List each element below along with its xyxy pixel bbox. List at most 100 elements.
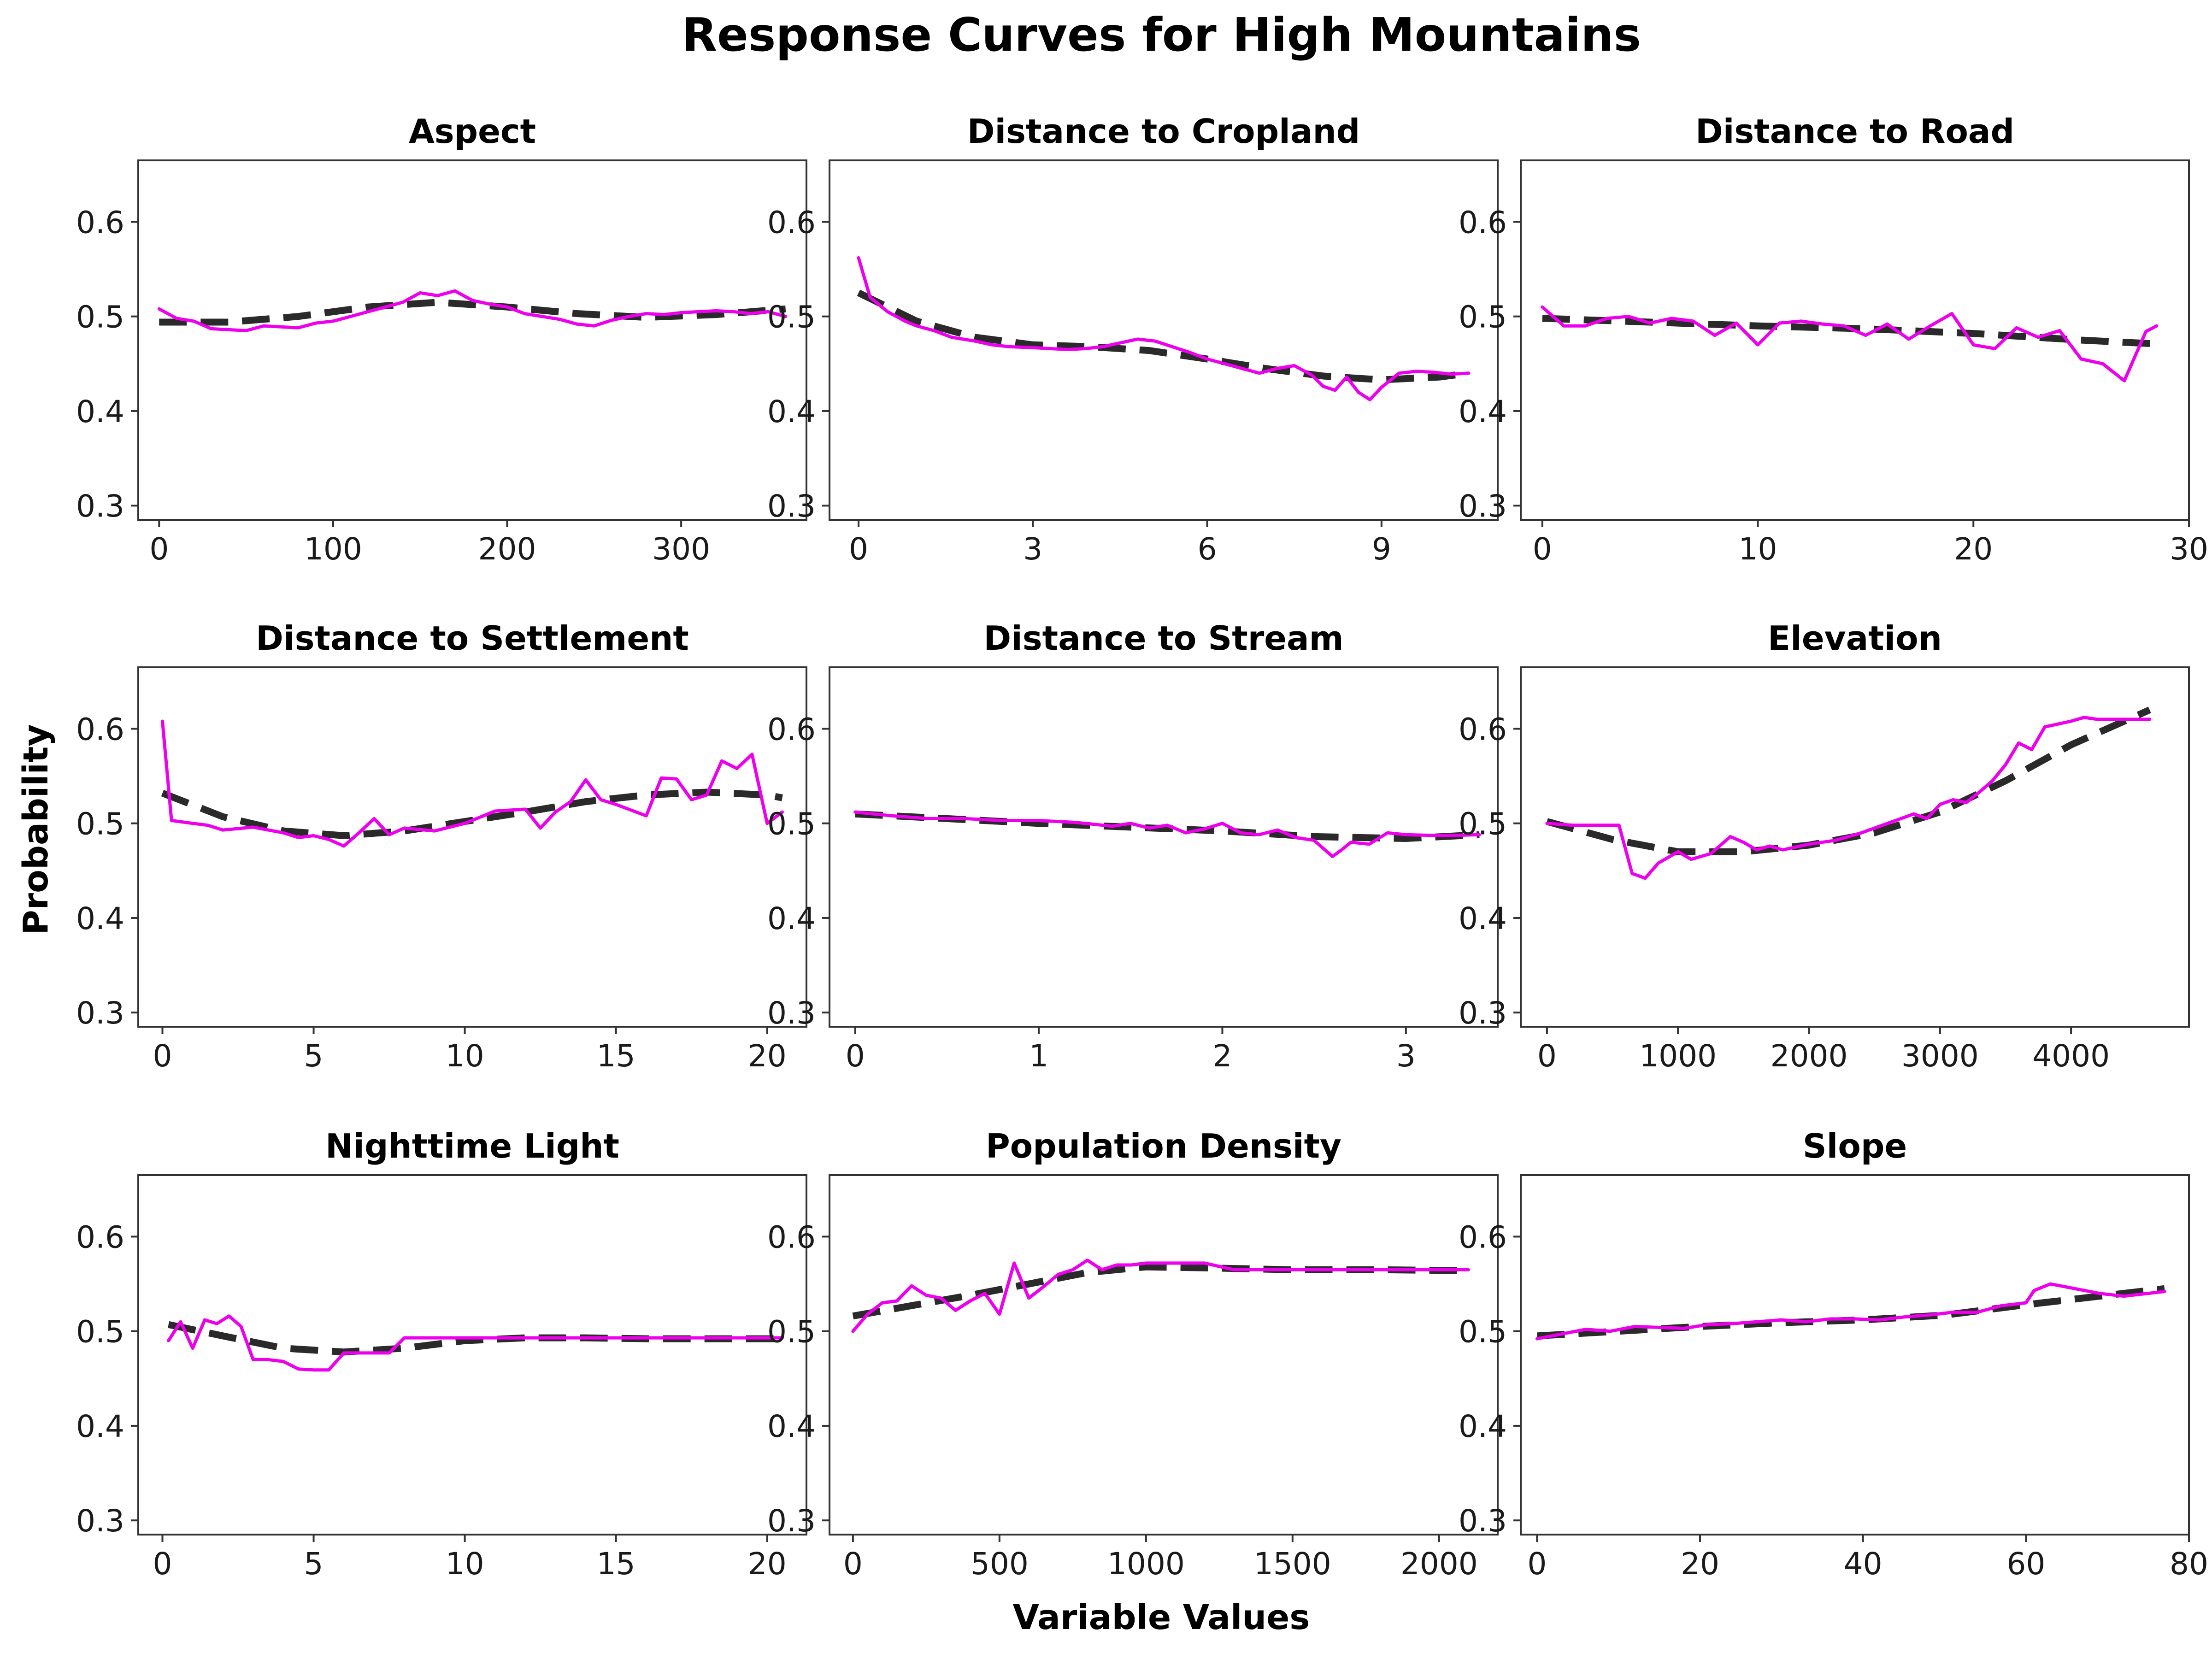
x-tick-label: 5 xyxy=(304,1038,324,1074)
series-group xyxy=(161,719,784,848)
x-tick-label: 20 xyxy=(1954,531,1993,567)
facet-title: Elevation xyxy=(1768,619,1942,658)
y-tick-label: 0.4 xyxy=(1459,394,1507,429)
y-tick-label: 0.3 xyxy=(1459,1503,1507,1539)
empirical-response-line xyxy=(1535,1282,2166,1341)
panel-frame xyxy=(137,666,807,1028)
x-tick-label: 6 xyxy=(1198,531,1217,567)
facet-title: Distance to Cropland xyxy=(967,112,1360,151)
y-tick-label: 0.6 xyxy=(767,1219,816,1255)
y-tick-label: 0.6 xyxy=(76,712,124,747)
panel-frame xyxy=(137,159,807,521)
series-group xyxy=(857,256,1471,401)
x-tick-label: 2000 xyxy=(1400,1546,1478,1582)
y-tick-label: 0.3 xyxy=(1459,488,1507,524)
y-tick-label: 0.5 xyxy=(767,806,816,842)
empirical-response-line xyxy=(167,1314,784,1372)
x-tick-label: 3 xyxy=(1023,531,1042,567)
x-tick-label: 30 xyxy=(2170,531,2208,567)
facet-title: Aspect xyxy=(409,112,536,151)
facet-panel: Elevation 0.3 0.4 0.5 0.6 0 1000 2000 3000 4000 xyxy=(1459,619,2190,1074)
y-tick-label: 0.3 xyxy=(767,488,816,524)
empirical-response-line xyxy=(851,1259,1470,1333)
x-tick-label: 2 xyxy=(1212,1038,1232,1074)
y-tick-label: 0.3 xyxy=(76,995,124,1031)
y-tick-label: 0.4 xyxy=(76,901,124,936)
x-tick-label: 0 xyxy=(846,1038,865,1074)
figure-title: Response Curves for High Mountains xyxy=(682,8,1641,62)
empirical-response-line xyxy=(1541,305,2159,382)
facet-title: Distance to Road xyxy=(1695,112,2014,151)
x-tick-label: 200 xyxy=(478,531,536,567)
y-tick-label: 0.5 xyxy=(767,300,816,335)
x-tick-label: 0 xyxy=(843,1546,863,1582)
x-tick-label: 0 xyxy=(849,531,868,567)
x-tick-label: 20 xyxy=(748,1038,787,1074)
y-tick-label: 0.5 xyxy=(76,1314,124,1350)
facet-title: Population Density xyxy=(986,1127,1341,1165)
x-tick-label: 0 xyxy=(1533,531,1552,567)
series-group xyxy=(1545,706,2152,880)
panel-frame xyxy=(1520,666,2190,1028)
y-tick-label: 0.4 xyxy=(76,1409,124,1444)
x-tick-label: 10 xyxy=(446,1546,484,1582)
facet-panel: Distance to Stream 0.3 0.4 0.5 0.6 0 1 2 3 xyxy=(767,619,1499,1074)
y-tick-label: 0.6 xyxy=(767,205,816,240)
x-tick-label: 1 xyxy=(1029,1038,1048,1074)
y-axis-label: Probability xyxy=(16,724,56,935)
y-tick-label: 0.5 xyxy=(767,1314,816,1350)
x-tick-label: 300 xyxy=(652,531,710,567)
y-tick-label: 0.3 xyxy=(76,488,124,524)
y-tick-label: 0.4 xyxy=(76,394,124,429)
panel-frame xyxy=(829,159,1499,521)
x-tick-label: 80 xyxy=(2170,1546,2208,1582)
facet-panel: Nighttime Light 0.3 0.4 0.5 0.6 0 5 10 15 20 xyxy=(76,1127,807,1582)
facet-panel: Population Density 0.3 0.4 0.5 0.6 0 500 1000 15… xyxy=(767,1127,1499,1582)
y-tick-label: 0.4 xyxy=(1459,901,1507,936)
empirical-response-line xyxy=(161,719,784,848)
y-tick-label: 0.6 xyxy=(1459,1219,1507,1255)
x-tick-label: 40 xyxy=(1844,1546,1883,1582)
x-tick-label: 4000 xyxy=(2032,1038,2110,1074)
y-tick-label: 0.3 xyxy=(767,1503,816,1539)
x-tick-label: 15 xyxy=(597,1546,635,1582)
x-tick-label: 5 xyxy=(304,1546,324,1582)
x-tick-label: 0 xyxy=(1527,1546,1547,1582)
facet-panel: Aspect 0.3 0.4 0.5 0.6 0 100 200 300 xyxy=(76,112,807,567)
x-tick-label: 500 xyxy=(971,1546,1029,1582)
x-tick-label: 1500 xyxy=(1254,1546,1331,1582)
y-tick-label: 0.4 xyxy=(1459,1409,1507,1444)
x-tick-label: 0 xyxy=(149,531,169,567)
facet-panel: Distance to Road 0.3 0.4 0.5 0.6 0 10 20 30 xyxy=(1459,112,2208,567)
smoothed-trend-line xyxy=(161,788,783,839)
y-tick-label: 0.4 xyxy=(767,901,816,936)
series-group xyxy=(853,810,1481,858)
smoothed-trend-line xyxy=(852,1263,1469,1320)
x-tick-label: 0 xyxy=(153,1546,172,1582)
x-tick-label: 0 xyxy=(153,1038,172,1074)
x-tick-label: 20 xyxy=(748,1546,787,1582)
series-group xyxy=(167,1314,784,1372)
facet-panel: Distance to Cropland 0.3 0.4 0.5 0.6 0 3 6 9 xyxy=(767,112,1499,567)
series-group xyxy=(1541,305,2159,382)
x-tick-label: 60 xyxy=(2006,1546,2045,1582)
x-tick-label: 0 xyxy=(1537,1038,1557,1074)
x-tick-label: 1000 xyxy=(1107,1546,1185,1582)
facet-title: Distance to Settlement xyxy=(256,619,689,658)
x-tick-label: 2000 xyxy=(1771,1038,1848,1074)
y-tick-label: 0.6 xyxy=(76,205,124,240)
series-group xyxy=(157,289,788,332)
y-tick-label: 0.6 xyxy=(1459,712,1507,747)
y-tick-label: 0.5 xyxy=(1459,1314,1507,1350)
x-tick-label: 1000 xyxy=(1639,1038,1717,1074)
x-tick-label: 100 xyxy=(304,531,362,567)
x-tick-label: 10 xyxy=(1739,531,1777,567)
x-tick-label: 15 xyxy=(597,1038,635,1074)
x-tick-label: 10 xyxy=(446,1038,484,1074)
empirical-response-line xyxy=(1545,716,2152,880)
facet-panel: Slope 0.3 0.4 0.5 0.6 0 20 40 60 80 xyxy=(1459,1127,2208,1582)
empirical-response-line xyxy=(157,289,788,332)
panel-frame xyxy=(829,1174,1499,1535)
y-tick-label: 0.6 xyxy=(1459,205,1507,240)
